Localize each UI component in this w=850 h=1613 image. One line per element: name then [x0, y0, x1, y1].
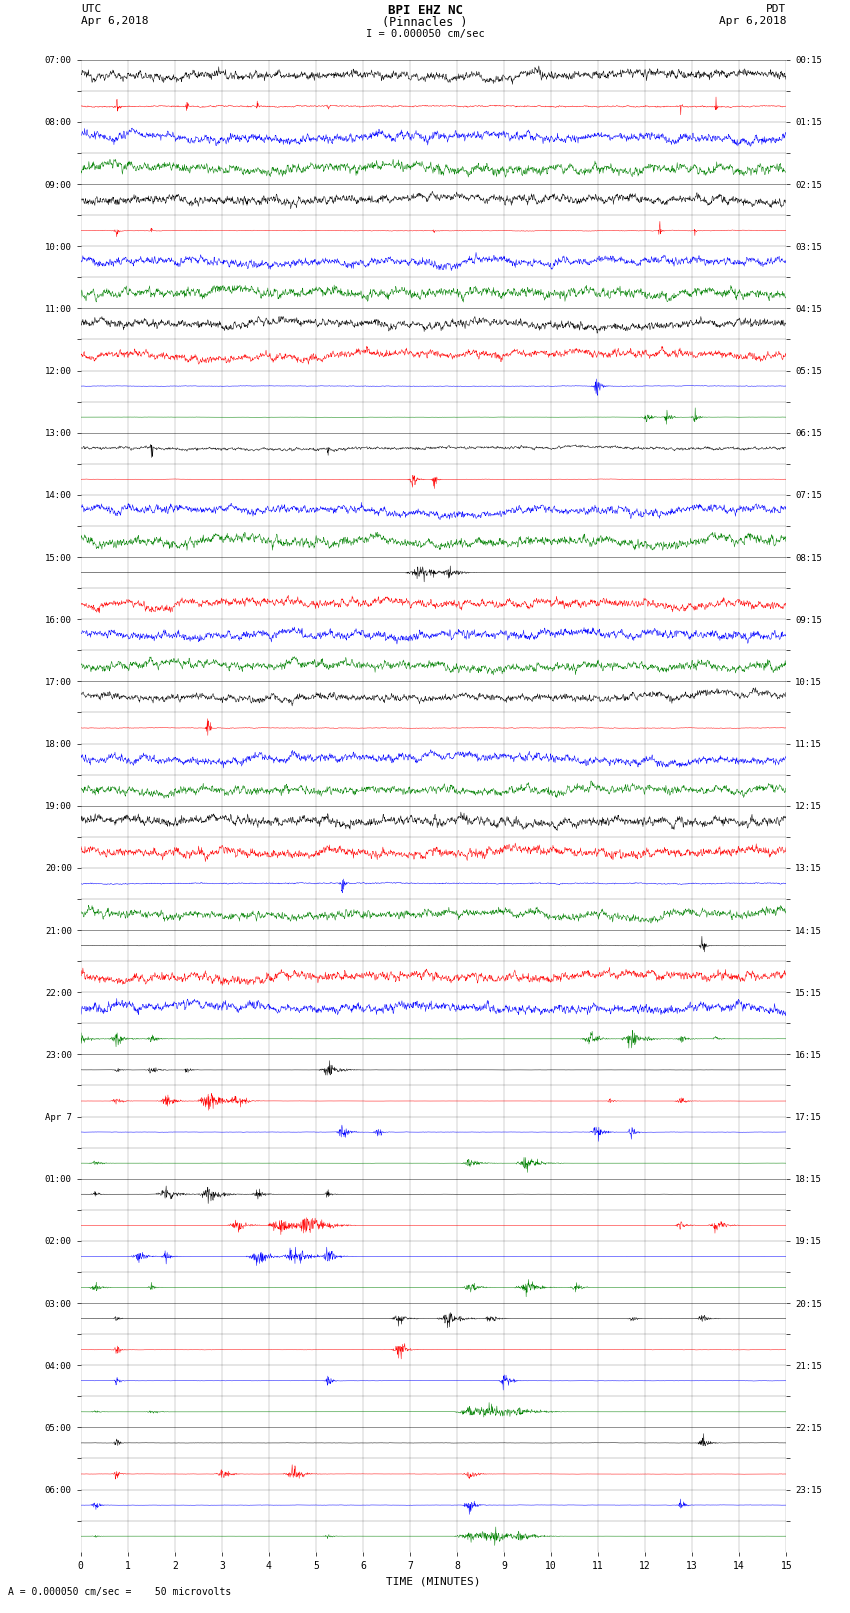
Text: UTC: UTC	[81, 5, 101, 15]
Text: (Pinnacles ): (Pinnacles )	[382, 16, 468, 29]
Text: BPI EHZ NC: BPI EHZ NC	[388, 5, 462, 18]
Text: Apr 6,2018: Apr 6,2018	[81, 16, 148, 26]
Text: Apr 6,2018: Apr 6,2018	[719, 16, 786, 26]
X-axis label: TIME (MINUTES): TIME (MINUTES)	[386, 1576, 481, 1586]
Text: A = 0.000050 cm/sec =    50 microvolts: A = 0.000050 cm/sec = 50 microvolts	[8, 1587, 232, 1597]
Text: PDT: PDT	[766, 5, 786, 15]
Text: I = 0.000050 cm/sec: I = 0.000050 cm/sec	[366, 29, 484, 39]
